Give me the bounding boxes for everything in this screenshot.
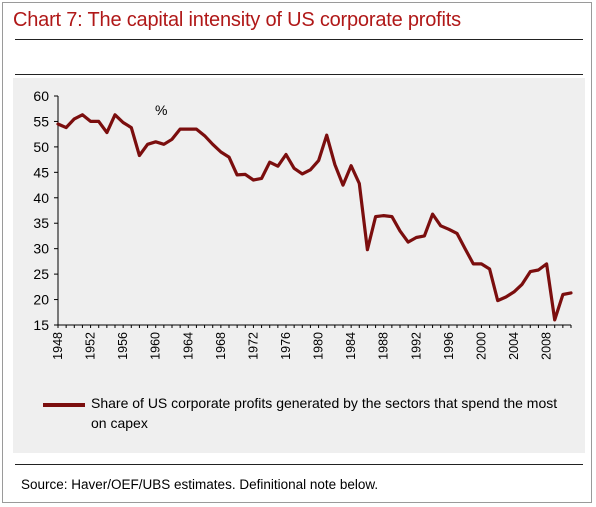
y-tick-label: 35 bbox=[33, 215, 49, 231]
x-tick-label: 1992 bbox=[409, 332, 423, 360]
x-tick-label: 1968 bbox=[214, 332, 228, 360]
legend-label: Share of US corporate profits generated … bbox=[91, 395, 558, 431]
y-tick-label: 25 bbox=[33, 266, 49, 282]
x-tick-label: 2004 bbox=[507, 332, 521, 360]
x-tick-label: 2000 bbox=[474, 332, 488, 360]
y-tick-label: 55 bbox=[33, 113, 49, 129]
footer-divider bbox=[15, 464, 583, 465]
title-divider bbox=[15, 39, 583, 40]
x-tick-label: 1956 bbox=[116, 332, 130, 360]
x-tick-label: 1964 bbox=[181, 332, 195, 360]
x-tick-label: 1976 bbox=[279, 332, 293, 360]
x-tick-label: 1972 bbox=[246, 332, 260, 360]
x-tick-label: 1984 bbox=[344, 332, 358, 360]
unit-label: % bbox=[155, 102, 167, 118]
x-tick-label: 1952 bbox=[84, 332, 98, 360]
y-tick-label: 30 bbox=[33, 241, 49, 257]
legend-swatch bbox=[43, 403, 85, 407]
x-tick-label: 1980 bbox=[312, 332, 326, 360]
chart-background bbox=[13, 78, 585, 453]
x-tick-label: 2008 bbox=[540, 332, 554, 360]
x-tick-label: 1948 bbox=[51, 332, 65, 360]
y-tick-label: 20 bbox=[33, 292, 49, 308]
x-tick-label: 1960 bbox=[149, 332, 163, 360]
y-tick-label: 15 bbox=[33, 317, 49, 333]
header-divider bbox=[15, 74, 583, 75]
source-note: Source: Haver/OEF/UBS estimates. Definit… bbox=[21, 477, 379, 492]
y-tick-label: 45 bbox=[33, 164, 49, 180]
chart-frame: Chart 7: The capital intensity of US cor… bbox=[2, 2, 592, 503]
y-tick-label: 50 bbox=[33, 139, 49, 155]
chart-title: Chart 7: The capital intensity of US cor… bbox=[13, 9, 461, 31]
x-tick-label: 1988 bbox=[377, 332, 391, 360]
series-line bbox=[56, 113, 573, 322]
y-tick-label: 40 bbox=[33, 190, 49, 206]
x-tick-label: 1996 bbox=[442, 332, 456, 360]
line-chart: 15 20 25 30 35 40 45 50 55 60 1948 1952 1956 1960 1964… bbox=[33, 88, 573, 360]
y-tick-label: 60 bbox=[33, 88, 49, 104]
